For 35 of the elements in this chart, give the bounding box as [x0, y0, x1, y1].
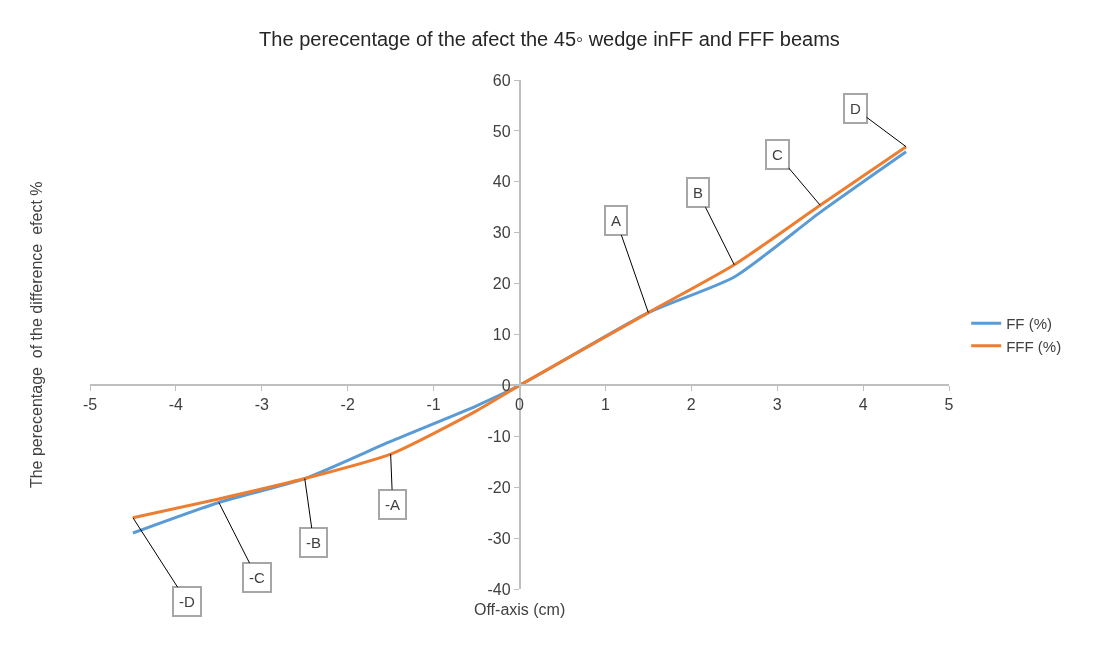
y-axis-title: The perecentage of the difference efect %: [28, 181, 46, 489]
annotation: B: [693, 184, 704, 201]
x-tick-label: -4: [168, 396, 184, 414]
legend-label: FF (%): [1006, 315, 1053, 333]
x-tick-label: -5: [82, 396, 98, 414]
x-tick-label: 2: [686, 396, 696, 414]
y-tick-label: -30: [487, 529, 511, 547]
y-tick-label: 60: [492, 71, 511, 89]
x-tick-label: 0: [515, 396, 525, 414]
annotation: -C: [249, 569, 265, 586]
x-tick-label: 5: [944, 396, 954, 414]
legend-label: FFF (%): [1006, 337, 1062, 355]
x-tick-label: 4: [858, 396, 868, 414]
y-tick-label: 10: [492, 326, 511, 344]
y-tick-label: 30: [492, 224, 511, 242]
x-tick-label: 3: [772, 396, 782, 414]
x-tick-label: -2: [340, 396, 355, 414]
annotation: -A: [385, 496, 400, 513]
x-tick-label: -3: [254, 396, 270, 414]
x-axis-title: Off-axis (cm): [474, 601, 566, 618]
annotation: -D: [179, 593, 195, 610]
x-tick-label: 1: [600, 396, 610, 414]
annotation: C: [772, 146, 783, 163]
y-tick-label: -40: [487, 580, 511, 598]
y-tick-label: 40: [492, 173, 511, 191]
annotation: -B: [306, 534, 321, 551]
y-tick-label: 0: [501, 377, 511, 394]
annotation: A: [611, 212, 622, 229]
annotation: D: [850, 100, 861, 117]
chart-title: The perecentage of the afect the 45◦ wedge inFF and FFF beams: [259, 28, 840, 51]
y-tick-label: 20: [492, 275, 511, 293]
x-tick-label: -1: [426, 396, 441, 414]
y-tick-label: 50: [492, 122, 511, 140]
y-tick-label: -10: [487, 427, 511, 445]
y-tick-label: -20: [487, 478, 511, 496]
